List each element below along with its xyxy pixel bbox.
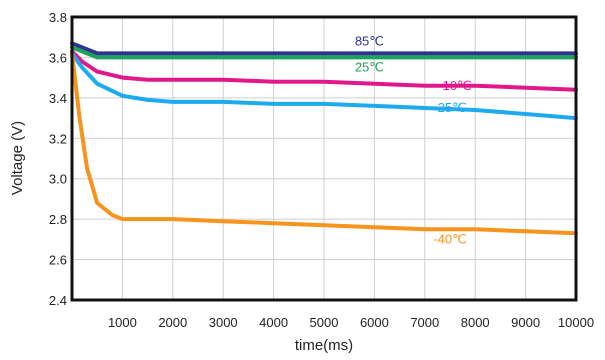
series-line [70, 49, 578, 92]
x-tick-label: 5000 [310, 315, 339, 330]
y-tick-label: 3.8 [49, 10, 67, 25]
x-tick-label: 4000 [259, 315, 288, 330]
x-tick-label: 3000 [209, 315, 238, 330]
y-tick-label: 3.4 [49, 91, 67, 106]
x-tick-label: 2000 [158, 315, 187, 330]
x-tick-label: 9000 [511, 315, 540, 330]
y-tick-label: 3.0 [49, 172, 67, 187]
y-tick-label: 3.6 [49, 50, 67, 65]
plot-frame [70, 15, 578, 302]
x-tick-label: 10000 [558, 315, 594, 330]
series-line [70, 45, 578, 60]
x-tick-label: 8000 [461, 315, 490, 330]
y-tick-label: 2.4 [49, 293, 67, 308]
tick-labels: 1000 2000 3000 4000 5000 6000 7000 8000 9000 1000… [49, 10, 594, 330]
grid-lines [72, 17, 576, 300]
x-tick-label: 6000 [360, 315, 389, 330]
x-tick-label: 1000 [108, 315, 137, 330]
y-tick-label: 2.8 [49, 212, 67, 227]
series-label: -10℃ [438, 78, 471, 93]
series-label: -25℃ [433, 100, 466, 115]
series-labels: 85℃ 25℃ -10℃ -25℃ -40℃ [355, 33, 472, 246]
series-label: -40℃ [433, 231, 466, 246]
series-lines [70, 41, 578, 236]
series-label: 25℃ [355, 60, 384, 75]
y-tick-label: 3.2 [49, 131, 67, 146]
y-tick-label: 2.6 [49, 253, 67, 268]
series-line [70, 41, 578, 56]
x-tick-label: 7000 [410, 315, 439, 330]
series-label: 85℃ [355, 33, 384, 48]
series-line [70, 51, 578, 236]
series-line [70, 51, 578, 121]
x-axis-label: time(ms) [295, 337, 353, 354]
y-axis-label: Voltage (V) [9, 121, 26, 195]
